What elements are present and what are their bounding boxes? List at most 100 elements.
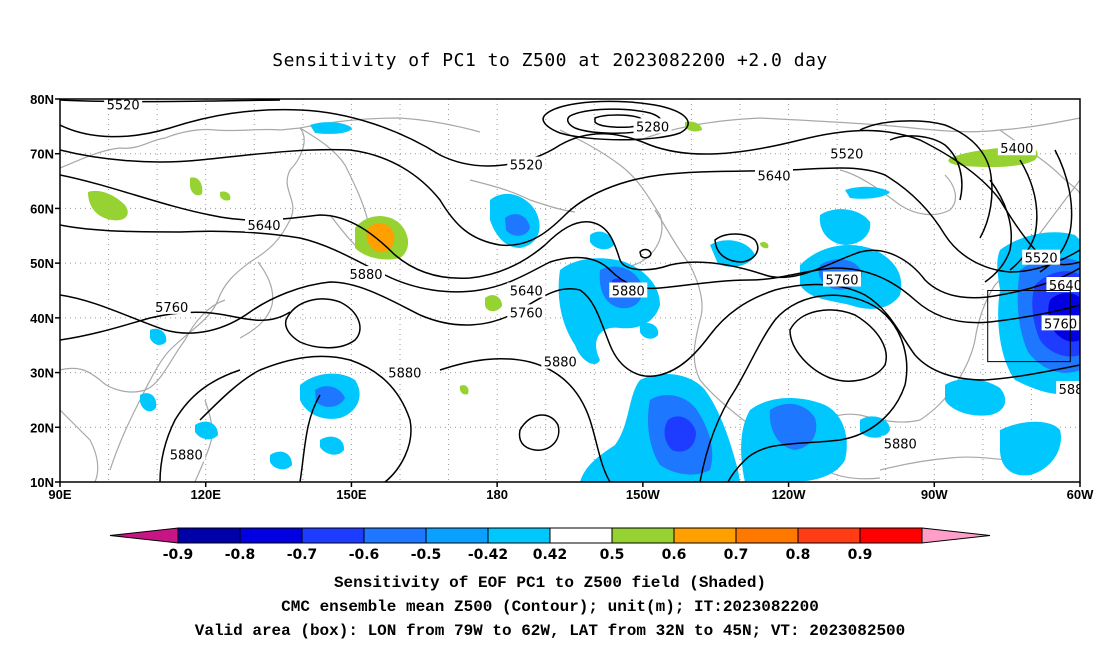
shade-green-patches <box>88 121 1038 395</box>
shade-positive-mongolia <box>220 191 231 201</box>
contour-label: 5640 <box>247 219 280 234</box>
contour-labels: 5520 5280 5520 5520 5640 5400 5640 5880 5760 5640… <box>104 99 1092 464</box>
colorbar-label: 0.5 <box>600 547 625 563</box>
shade-patch-alaska-coast <box>590 231 614 250</box>
colorbar-segment <box>239 527 303 544</box>
colorbar-segment <box>859 527 923 544</box>
contour-line-1 <box>60 99 281 103</box>
shade-patch-hudson-bay <box>819 209 871 245</box>
contour-label-bg <box>827 145 866 161</box>
lon-tick-label: 180 <box>486 487 508 502</box>
coastline-philippines <box>194 399 213 482</box>
colorbar-segment <box>177 527 241 544</box>
contour-label-bg <box>347 266 385 282</box>
contour-label: 5640 <box>510 285 543 300</box>
colorbar-label: 0.9 <box>848 547 873 563</box>
contour-label: 5880 <box>388 367 421 382</box>
colorbar-extend-low <box>109 527 179 544</box>
contour-label: 5280 <box>636 120 669 135</box>
contour-label: 5880 <box>884 438 917 453</box>
contour-line-10 <box>159 369 241 482</box>
contour-label-bg <box>385 364 424 380</box>
contour-line-20 <box>889 135 963 201</box>
contour-label: 5760 <box>1044 317 1077 332</box>
colorbar: -0.9 -0.8 -0.7 -0.6 -0.5 -0.42 0.42 0.5 0.6 0.7 0.… <box>109 527 991 563</box>
colorbar-label: -0.7 <box>287 547 318 563</box>
contour-label: 5640 <box>757 170 790 185</box>
coastline-bering <box>469 179 576 213</box>
contour-label: 5760 <box>825 274 858 289</box>
footer-line-3: Valid area (box): LON from 79W to 62W, L… <box>194 622 906 640</box>
shade-patch-east-asia <box>140 393 157 412</box>
colorbar-label: -0.42 <box>468 547 508 563</box>
map-frame <box>59 98 1081 483</box>
contour-label-bg <box>104 99 143 112</box>
colorbar-segment <box>673 527 737 544</box>
contour-line-3 <box>60 148 1080 273</box>
shade-positive-dateline <box>485 295 502 312</box>
shade-patch-equatorial <box>640 323 659 339</box>
colorbar-extend-high <box>921 527 991 544</box>
lat-tick-label: 80N <box>30 92 54 107</box>
contour-line-8 <box>199 355 412 482</box>
contour-line-6 <box>60 281 1080 381</box>
lon-tick-label: 120W <box>772 487 807 502</box>
lon-tick-label: 60W <box>1067 487 1094 502</box>
shade-patch-cuba <box>1000 421 1061 476</box>
contour-line-5 <box>60 224 1080 324</box>
contour-line-22 <box>639 248 652 259</box>
plot-title: Sensitivity of PC1 to Z500 at 2023082200… <box>272 50 828 71</box>
coastline-china <box>60 299 226 393</box>
contour-label: 5760 <box>510 306 543 321</box>
shade-patch-bermuda <box>945 378 1006 416</box>
coastline-hudson <box>839 169 957 216</box>
contour-line-9 <box>299 394 321 482</box>
footer-line-2: CMC ensemble mean Z500 (Contour); unit(m… <box>281 598 819 616</box>
contour-label-bg <box>167 446 206 462</box>
contour-label: 5880 <box>1059 383 1092 398</box>
lat-tick-label: 20N <box>30 420 54 435</box>
contour-label-bg <box>997 140 1036 156</box>
contour-line-11 <box>439 358 611 482</box>
contour-label: 5520 <box>510 159 543 174</box>
colorbar-label: 0.42 <box>533 547 568 563</box>
lat-tick-label: 50N <box>30 256 54 271</box>
lon-tick-label: 150W <box>626 487 661 502</box>
shade-patch-sw-atlantic <box>860 416 890 438</box>
contour-label-bg <box>633 118 672 134</box>
shade-positive-siberia <box>190 177 203 196</box>
lat-tick-label: 10N <box>30 475 54 490</box>
contour-label-bg <box>1056 380 1080 396</box>
contour-label-bg <box>507 156 546 172</box>
contour-label: 5880 <box>170 449 203 464</box>
colorbar-segment <box>363 527 427 544</box>
lon-tick-label: 120E <box>191 487 222 502</box>
colorbar-label: -0.9 <box>163 547 194 563</box>
shade-positive-arctic <box>685 121 702 132</box>
contour-label-bg <box>541 353 580 369</box>
shade-orange-patches <box>366 223 395 253</box>
colorbar-label: -0.8 <box>225 547 256 563</box>
coastline-japan <box>239 261 274 339</box>
contour-label: 5880 <box>612 285 645 300</box>
colorbar-segment <box>487 527 551 544</box>
contour-label-bg <box>1022 249 1061 265</box>
contour-line-12 <box>518 414 560 451</box>
valid-area-box <box>987 290 1071 363</box>
colorbar-segment <box>549 527 613 544</box>
contour-label-bg <box>1046 277 1080 293</box>
contour-line-15 <box>284 298 361 349</box>
shade-positive-rockies <box>760 241 769 249</box>
contour-line-24 <box>1009 159 1038 271</box>
shade-patch-wpac-2 <box>270 451 292 470</box>
z500-contours <box>60 99 1080 482</box>
lon-tick-label: 90E <box>48 487 71 502</box>
shade-positive-subtropic <box>459 385 469 395</box>
shade-patch-nevada <box>710 240 755 267</box>
colorbar-label: 0.8 <box>786 547 811 563</box>
shade-patch-arctic <box>310 122 352 134</box>
colorbar-label: -0.5 <box>411 547 442 563</box>
contour-label-bg <box>152 298 191 314</box>
colorbar-segment <box>735 527 799 544</box>
